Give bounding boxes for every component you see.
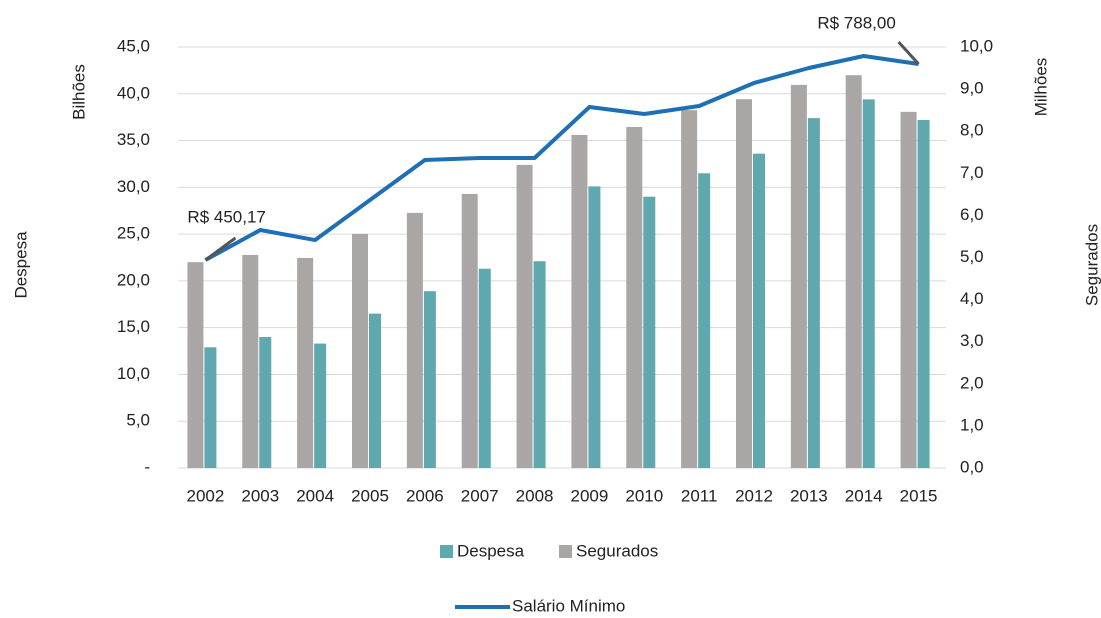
bar (845, 75, 862, 468)
bar (352, 233, 368, 468)
x-tick-label: 2012 (735, 486, 773, 505)
bar (736, 99, 752, 468)
bar (917, 119, 930, 469)
bar (204, 347, 217, 468)
x-tick-label: 2003 (241, 486, 279, 505)
bar (369, 313, 381, 468)
y2-tick-label: 2,0 (960, 373, 984, 392)
bar (862, 99, 875, 468)
bar (643, 196, 656, 468)
bar (698, 173, 711, 469)
legend-label: Despesa (457, 541, 525, 560)
bar (588, 186, 601, 469)
data-label: R$ 450,17 (187, 207, 265, 226)
x-tick-label: 2008 (516, 486, 554, 505)
y-tick-label: 40,0 (117, 83, 150, 102)
bar (790, 84, 807, 468)
bar (478, 268, 491, 468)
bar (516, 164, 533, 468)
x-tick-label: 2010 (625, 486, 663, 505)
x-tick-label: 2005 (351, 486, 389, 505)
y2-tick-label: 10,0 (960, 36, 993, 55)
y2-tick-label: 9,0 (960, 79, 984, 98)
y2-tick-label: 1,0 (960, 415, 984, 434)
bar (681, 110, 698, 469)
y2-unit: Milhões (1031, 58, 1050, 117)
bar (406, 212, 423, 468)
y-tick-label: 10,0 (117, 364, 150, 383)
bar (297, 257, 314, 468)
y-tick-label: 35,0 (117, 130, 150, 149)
legend-label: Segurados (576, 541, 658, 560)
x-tick-label: 2009 (571, 486, 609, 505)
x-tick-label: 2013 (790, 486, 828, 505)
y-tick-label: 30,0 (117, 177, 150, 196)
y-tick-label: 25,0 (117, 224, 150, 243)
bar (187, 262, 204, 468)
legend-label: Salário Mínimo (512, 596, 625, 615)
bar (461, 193, 478, 468)
bar (533, 261, 546, 468)
y2-tick-label: 5,0 (960, 247, 984, 266)
y2-tick-label: 8,0 (960, 121, 984, 140)
bar (807, 118, 820, 468)
bar (900, 111, 917, 469)
y2-tick-label: 4,0 (960, 289, 984, 308)
y-tick-label: 45,0 (117, 36, 150, 55)
bar (626, 126, 643, 469)
legend-swatch (559, 545, 572, 558)
bar (571, 134, 588, 468)
x-tick-label: 2007 (461, 486, 499, 505)
y-unit: Bilhões (69, 64, 88, 120)
bar (314, 343, 327, 468)
y2-tick-label: 3,0 (960, 331, 984, 350)
x-tick-label: 2002 (187, 486, 225, 505)
bar (259, 337, 272, 468)
x-tick-label: 2015 (900, 486, 938, 505)
y-tick-label: - (144, 457, 150, 476)
leader-line (897, 40, 920, 66)
x-tick-label: 2011 (681, 486, 718, 505)
y2-tick-label: 6,0 (960, 205, 984, 224)
y2-tick-label: 7,0 (960, 163, 984, 182)
x-tick-label: 2014 (845, 486, 883, 505)
y-tick-label: 15,0 (117, 317, 150, 336)
data-label: R$ 788,00 (817, 13, 895, 32)
leader-line (204, 236, 237, 262)
y-tick-label: 5,0 (126, 411, 150, 430)
bar (242, 254, 259, 468)
x-tick-label: 2004 (296, 486, 334, 505)
y-axis-title: Despesa (11, 231, 30, 299)
bar (753, 153, 765, 469)
y2-axis-title: Segurados (1082, 224, 1101, 306)
line (204, 53, 919, 262)
bar (423, 291, 436, 468)
y-tick-label: 20,0 (117, 270, 150, 289)
y2-tick-label: 0,0 (960, 457, 984, 476)
legend-swatch (440, 545, 453, 558)
x-tick-label: 2006 (406, 486, 444, 505)
